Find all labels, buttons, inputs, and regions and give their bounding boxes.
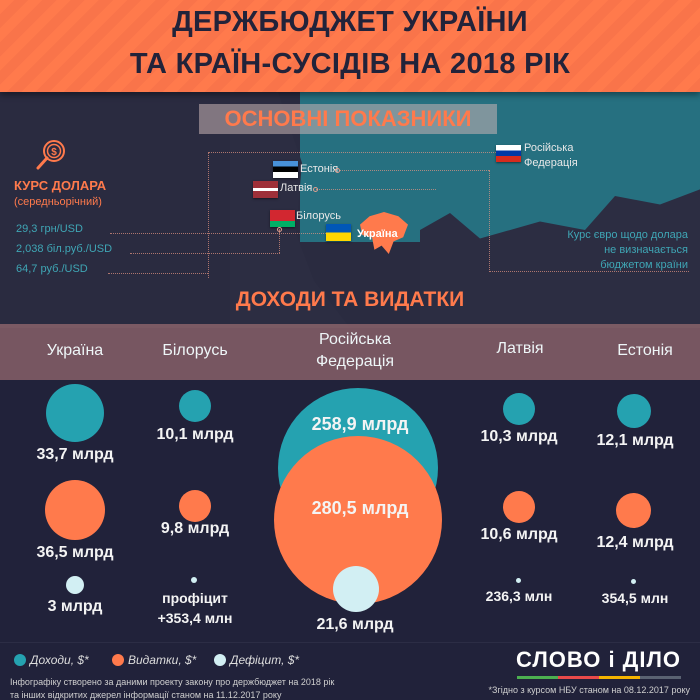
legend-deficit: Дефіцит, $* xyxy=(214,653,299,667)
country-russia: Російська Федерація xyxy=(290,329,420,373)
bubble-ukraine-income xyxy=(46,384,104,442)
value-belarus-surplus: +353,4 млн xyxy=(157,610,233,626)
value-russia-deficit: 21,6 млрд xyxy=(316,616,394,633)
flag-ukraine xyxy=(326,224,351,241)
brand-logo-stripe xyxy=(517,676,681,679)
connector-line xyxy=(208,152,500,278)
magnifier-dollar-icon: $ xyxy=(36,140,65,170)
country-estonia: Естонія xyxy=(617,342,673,359)
bubble-ukraine-deficit xyxy=(66,576,84,594)
country-latvia: Латвія xyxy=(496,340,544,357)
map-label-belarus: Білорусь xyxy=(296,210,341,222)
flag-russia xyxy=(496,145,521,162)
map-label-russia-line1: Російська xyxy=(524,142,574,154)
header-banner: ДЕРЖБЮДЖЕТ УКРАЇНИ ТА КРАЇН-СУСІДІВ НА 2… xyxy=(0,0,700,92)
legend-income: Доходи, $* xyxy=(14,653,89,667)
source-note-line1: Інфографіку створено за даними проекту з… xyxy=(10,677,335,687)
flag-estonia xyxy=(273,161,298,178)
legend-expenses: Видатки, $* xyxy=(112,653,196,667)
connector-line xyxy=(110,233,330,234)
legend-expenses-label: Видатки, $* xyxy=(128,653,197,667)
bubble-russia-deficit xyxy=(333,566,379,612)
legend-expenses-swatch xyxy=(112,654,124,666)
page-title-line2: ТА КРАЇН-СУСІДІВ НА 2018 РІК xyxy=(129,48,571,80)
euro-note-line2: не визначається xyxy=(604,244,688,256)
legend-income-label: Доходи, $* xyxy=(30,653,89,667)
bubble-belarus-expenses xyxy=(179,490,211,522)
country-belarus: Білорусь xyxy=(162,342,228,359)
value-belarus-income: 10,1 млрд xyxy=(156,426,234,443)
value-russia-income: 258,9 млрд xyxy=(311,414,409,434)
brand-logo: СЛОВО і ДІЛО xyxy=(516,647,682,672)
bubble-belarus-surplus xyxy=(191,577,197,583)
legend-deficit-swatch xyxy=(214,654,226,666)
rate-rub: 64,7 руб./USD xyxy=(16,263,88,275)
connector-line xyxy=(316,189,436,190)
country-ukraine: Україна xyxy=(46,342,104,359)
connector-line xyxy=(279,229,280,253)
value-estonia-expenses: 12,4 млрд xyxy=(596,534,674,551)
value-latvia-deficit: 236,3 млн xyxy=(485,588,553,604)
bubble-estonia-income xyxy=(617,394,651,428)
usd-rate-title: КУРС ДОЛАРА xyxy=(14,178,107,193)
euro-rate-note: Курс євро щодо долара не визначається бю… xyxy=(520,228,688,273)
bubble-estonia-expenses xyxy=(616,493,651,528)
page-title-line1: ДЕРЖБЮДЖЕТ УКРАЇНИ xyxy=(172,6,528,38)
map-marker-estonia xyxy=(335,168,340,173)
value-ukraine-deficit: 3 млрд xyxy=(47,598,103,615)
bubble-ukraine-expenses xyxy=(45,480,105,540)
value-belarus-surplus-label: профіцит xyxy=(162,590,228,606)
map-label-ukraine: Україна xyxy=(357,228,398,240)
map-label-russia-line2: Федерація xyxy=(524,157,578,169)
bubble-latvia-expenses xyxy=(503,491,535,523)
bubble-latvia-income xyxy=(503,393,535,425)
value-ukraine-income: 33,7 млрд xyxy=(36,446,114,463)
map-marker-latvia xyxy=(313,187,318,192)
usd-rate-subtitle: (середньорічний) xyxy=(14,196,102,208)
country-russia-line1: Російська xyxy=(319,331,391,348)
svg-text:$: $ xyxy=(51,147,57,158)
legend-income-swatch xyxy=(14,654,26,666)
value-russia-expenses: 280,5 млрд xyxy=(311,498,409,518)
source-note: Інфографіку створено за даними проекту з… xyxy=(10,676,334,700)
section-subtitle: ОСНОВНІ ПОКАЗНИКИ xyxy=(199,104,497,134)
value-belarus-expenses: 9,8 млрд xyxy=(160,520,230,537)
section-title-income-expenses: ДОХОДИ ТА ВИДАТКИ xyxy=(235,288,465,311)
source-note-line2: та інших відкритих джерел інформації ста… xyxy=(10,690,282,700)
nbu-rate-note: *Згідно з курсом НБУ станом на 08.12.201… xyxy=(488,685,691,695)
connector-line xyxy=(130,253,280,254)
rate-uah: 29,3 грн/USD xyxy=(16,223,83,235)
bubble-estonia-deficit xyxy=(631,579,636,584)
connector-line xyxy=(108,273,208,274)
value-estonia-deficit: 354,5 млн xyxy=(601,590,669,606)
connector-line xyxy=(339,170,489,171)
euro-note-line1: Курс євро щодо долара xyxy=(567,229,688,241)
euro-note-line3: бюджетом країни xyxy=(600,259,688,271)
value-estonia-income: 12,1 млрд xyxy=(596,432,674,449)
countries-header-bar: Україна Білорусь Російська Федерація Лат… xyxy=(0,324,700,380)
footer: Доходи, $* Видатки, $* Дефіцит, $* Інфог… xyxy=(0,642,700,700)
value-ukraine-expenses: 36,5 млрд xyxy=(36,544,114,561)
value-latvia-expenses: 10,6 млрд xyxy=(480,526,558,543)
connector-line xyxy=(489,170,689,272)
map-label-estonia: Естонія xyxy=(300,163,339,175)
bubble-latvia-deficit xyxy=(516,578,521,583)
bubble-belarus-income xyxy=(179,390,211,422)
map-label-latvia: Латвія xyxy=(280,182,313,194)
country-russia-line2: Федерація xyxy=(315,353,395,370)
value-latvia-income: 10,3 млрд xyxy=(480,428,558,445)
flag-belarus xyxy=(270,210,295,227)
bubble-chart: 33,7 млрд 36,5 млрд 3 млрд 10,1 млрд 9,8… xyxy=(0,380,700,642)
flag-latvia xyxy=(253,181,278,198)
rate-byn: 2,038 біл.руб./USD xyxy=(16,243,113,255)
legend-deficit-label: Дефіцит, $* xyxy=(230,653,300,667)
map-marker-belarus xyxy=(277,227,282,232)
